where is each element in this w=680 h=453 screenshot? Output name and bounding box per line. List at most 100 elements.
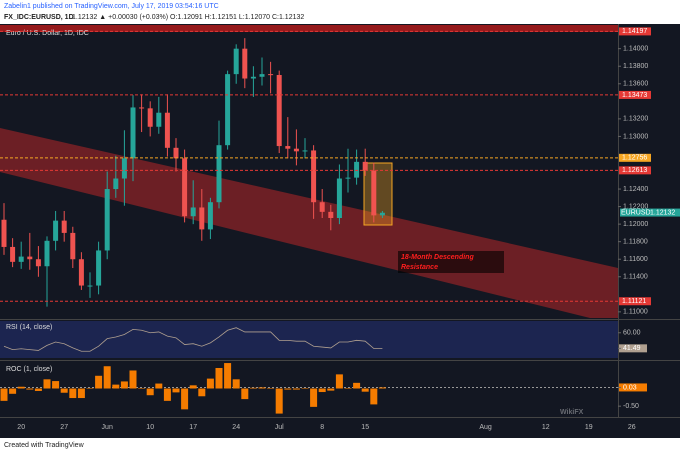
- top-band: [0, 25, 618, 32]
- roc-bar: [52, 381, 60, 389]
- level-box: [619, 90, 651, 99]
- roc-bar: [163, 388, 171, 401]
- y-tick-label: -0.50: [623, 403, 639, 410]
- candle-body: [147, 108, 153, 127]
- candle-body: [328, 211, 334, 218]
- price-box: [620, 208, 680, 217]
- roc-bar: [249, 387, 257, 389]
- roc-bar: [292, 388, 300, 390]
- level-label: 1.12613: [622, 167, 647, 174]
- roc-bar: [189, 385, 197, 389]
- roc-bar: [112, 384, 120, 389]
- candle-body: [164, 112, 170, 148]
- x-tick-label: 8: [320, 424, 324, 431]
- x-tick-label: 27: [60, 424, 68, 431]
- panel-title: Euro / U.S. Dollar, 1D, IDC: [6, 30, 89, 37]
- level-label: 1.14197: [622, 28, 647, 35]
- candle-body: [379, 212, 385, 216]
- candle-body: [156, 112, 162, 127]
- roc-bar: [353, 382, 361, 389]
- roc-bar: [335, 374, 343, 389]
- candle-body: [78, 259, 84, 286]
- roc-bar: [232, 379, 240, 389]
- roc-bar: [60, 388, 68, 393]
- candle-body: [35, 259, 41, 267]
- last-value-box: [619, 383, 647, 392]
- price-name: EURUSD: [621, 209, 651, 216]
- level-box: [619, 166, 651, 175]
- y-tick-label: 41.49: [623, 345, 641, 352]
- roc-bar: [9, 388, 17, 394]
- y-tick-label: 1.11800: [623, 239, 648, 246]
- roc-bar: [224, 363, 232, 389]
- candle-body: [96, 250, 102, 286]
- y-tick-label: 1.13200: [623, 116, 648, 123]
- annotation-bg: [398, 251, 504, 273]
- x-tick-label: Jun: [102, 424, 113, 431]
- candle-body: [319, 202, 325, 212]
- candle-body: [225, 74, 231, 146]
- candle-body: [182, 158, 188, 217]
- roc-bar: [310, 388, 318, 407]
- y-tick-label: 1.14000: [623, 46, 648, 53]
- y-tick-label: 0.03: [623, 384, 637, 391]
- y-tick-label: 1.12000: [623, 221, 648, 228]
- candle-body: [354, 161, 360, 178]
- candle-body: [242, 48, 248, 79]
- y-tick-label: 1.13600: [623, 81, 648, 88]
- x-tick-label: Jul: [275, 424, 284, 431]
- roc-bar: [181, 388, 189, 410]
- y-tick-label: 1.13800: [623, 63, 648, 70]
- roc-bar: [146, 388, 154, 396]
- roc-bar: [361, 388, 369, 392]
- candle-body: [70, 232, 76, 260]
- publisher: Zabelin1 published on TradingView.com, J…: [4, 3, 219, 10]
- roc-bar: [155, 383, 163, 389]
- roc-bar: [215, 368, 223, 389]
- roc-bar: [301, 388, 309, 389]
- candle-body: [61, 220, 67, 233]
- candle-body: [53, 220, 59, 241]
- x-tick-label: 15: [361, 424, 369, 431]
- watermark: WikiFX: [560, 409, 584, 416]
- level-label: 1.11121: [622, 298, 646, 305]
- candle-body: [130, 107, 136, 159]
- roc-bar: [77, 388, 85, 399]
- roc-bar: [120, 381, 128, 389]
- roc-bar: [43, 379, 51, 389]
- candle-body: [173, 147, 179, 159]
- candle-body: [259, 74, 265, 77]
- candle-body: [18, 256, 24, 262]
- roc-bar: [241, 388, 249, 400]
- y-tick-label: 60.00: [623, 330, 641, 337]
- x-tick-label: 20: [17, 424, 25, 431]
- candle-body: [293, 148, 299, 152]
- candle-body: [190, 207, 196, 217]
- candle-body: [121, 158, 127, 179]
- candle-body: [276, 75, 282, 147]
- roc-bar: [206, 378, 214, 389]
- roc-bar: [129, 370, 137, 389]
- level-label: 1.12756: [622, 155, 647, 162]
- annotation: Resistance: [401, 264, 438, 271]
- roc-bar: [26, 388, 34, 390]
- roc-bar: [378, 387, 386, 389]
- footer: Created with TradingView: [4, 442, 85, 449]
- candle-body: [199, 207, 205, 230]
- candle-body: [87, 285, 93, 287]
- roc-bar: [172, 388, 180, 393]
- x-tick-label: 26: [628, 424, 636, 431]
- candle-body: [207, 202, 213, 230]
- roc-bar: [69, 388, 77, 399]
- candle-body: [268, 74, 274, 76]
- x-tick-label: 12: [542, 424, 550, 431]
- y-tick-label: 1.12400: [623, 186, 648, 193]
- roc-bar: [95, 375, 103, 389]
- y-tick-label: 1.11600: [623, 256, 648, 263]
- level-box: [619, 27, 651, 36]
- y-tick-label: 1.13000: [623, 133, 648, 140]
- candle-body: [250, 76, 256, 79]
- y-tick-label: 1.12200: [623, 203, 648, 210]
